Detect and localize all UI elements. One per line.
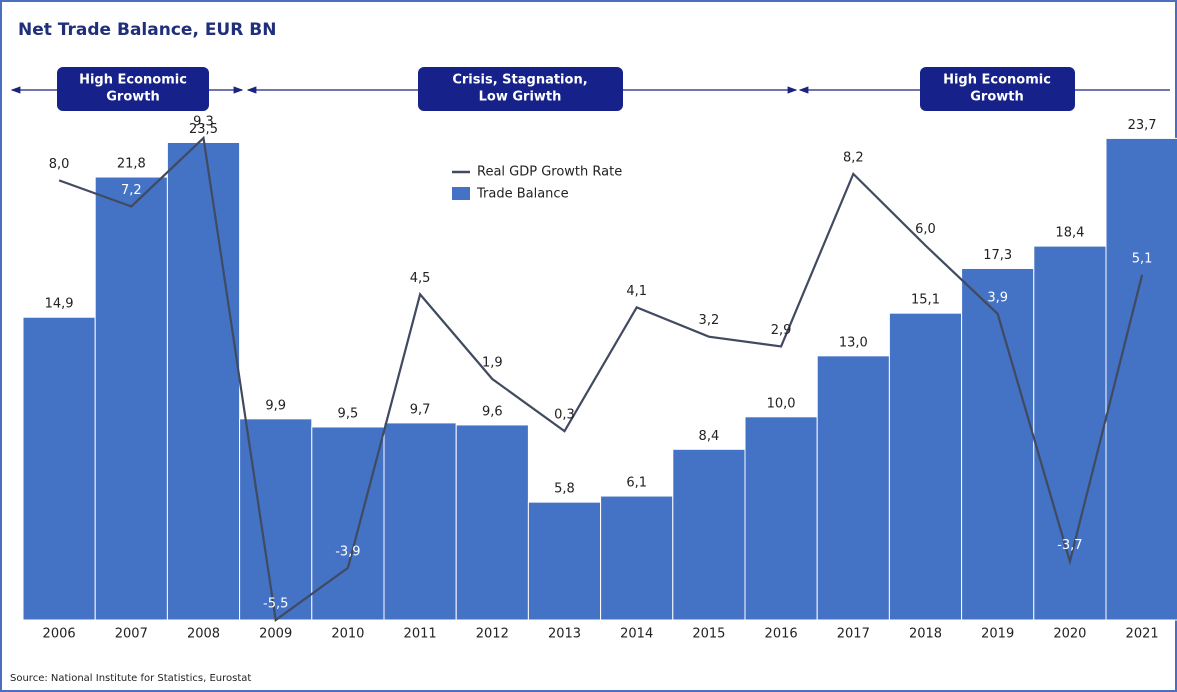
line-value-label: 3,9: [987, 290, 1008, 305]
x-tick-label: 2018: [909, 627, 942, 642]
line-value-label: -3,9: [335, 544, 360, 559]
x-tick-label: 2007: [115, 627, 148, 642]
x-tick-label: 2015: [692, 627, 725, 642]
bar-value-label: 23,7: [1128, 118, 1157, 133]
annotation: Growth: [106, 90, 160, 105]
line-value-label: 6,0: [915, 222, 936, 237]
bar-value-label: 9,6: [482, 404, 503, 419]
line-value-label: 1,9: [482, 356, 503, 371]
bar-value-label: 5,8: [554, 482, 575, 497]
x-tick-label: 2017: [837, 627, 870, 642]
x-tick-label: 2012: [476, 627, 509, 642]
bar-value-label: 9,9: [265, 398, 286, 413]
legend-label: Real GDP Growth Rate: [477, 165, 622, 180]
annotations: High Economic Growth Crisis, Stagnation, Lo…: [79, 73, 1051, 105]
bar: [22, 316, 96, 621]
bar: [1105, 137, 1177, 621]
bar-value-label: 15,1: [911, 293, 940, 308]
line-value-label: -5,5: [263, 597, 288, 612]
annotation: Low Griwth: [479, 90, 562, 105]
bar-value-label: 14,9: [45, 297, 74, 312]
bar-value-label: 13,0: [839, 335, 868, 350]
line-value-label: 8,0: [49, 157, 70, 172]
bar: [94, 176, 168, 621]
bar: [672, 448, 746, 621]
line-value-label: 4,5: [410, 271, 431, 286]
bar: [888, 312, 963, 621]
annotation: Crisis, Stagnation,: [452, 73, 587, 88]
x-tick-label: 2016: [765, 627, 798, 642]
line-value-label: 4,1: [626, 284, 647, 299]
x-tick-label: 2021: [1126, 627, 1159, 642]
bar-value-label: 21,8: [117, 157, 146, 172]
annotation: High Economic: [943, 73, 1051, 88]
line-value-label: -3,7: [1057, 538, 1082, 553]
x-tick-label: 2014: [620, 627, 653, 642]
bar-value-label: 17,3: [983, 248, 1012, 263]
bar: [311, 426, 385, 621]
x-tick-label: 2009: [259, 627, 292, 642]
x-tick-label: 2008: [187, 627, 220, 642]
bar-value-label: 10,0: [767, 396, 796, 411]
chart-title: Net Trade Balance, EUR BN: [18, 20, 276, 40]
line-value-label: 7,2: [121, 183, 142, 198]
bar: [166, 141, 241, 621]
bar: [455, 424, 529, 621]
gdp-line: [58, 135, 1144, 622]
period-boxes: [57, 67, 1075, 111]
legend-bar-swatch: [452, 187, 470, 200]
line-value-label: 0,3: [554, 408, 575, 423]
bar-value-label: 9,7: [410, 402, 431, 417]
annotation: High Economic: [79, 73, 187, 88]
bar: [383, 422, 457, 621]
line-value-label: 9,3: [193, 115, 214, 130]
line-value-label: 3,2: [699, 313, 720, 328]
legend-label: Trade Balance: [476, 187, 569, 202]
bar-value-label: 18,4: [1055, 226, 1084, 241]
bar: [961, 267, 1035, 621]
x-tick-label: 2020: [1053, 627, 1086, 642]
x-tick-label: 2010: [331, 627, 364, 642]
bar-value-label: 9,5: [338, 406, 359, 421]
line-value-label: 2,9: [771, 323, 792, 338]
bar-value-label: 23,5: [189, 122, 218, 137]
bar-value-label: 8,4: [699, 429, 720, 444]
x-tick-label: 2019: [981, 627, 1014, 642]
x-tick-label: 2013: [548, 627, 581, 642]
line-value-label: 5,1: [1132, 251, 1153, 266]
source: Source: National Institute for Statistic…: [10, 673, 251, 684]
x-tick-label: 2006: [43, 627, 76, 642]
bar: [527, 501, 602, 621]
bar: [600, 495, 674, 621]
annotation: Growth: [970, 90, 1024, 105]
bar: [744, 416, 818, 621]
bar: [816, 355, 890, 621]
bar-value-label: 6,1: [626, 476, 647, 491]
line-value-label: 8,2: [843, 150, 864, 165]
x-tick-label: 2011: [404, 627, 437, 642]
